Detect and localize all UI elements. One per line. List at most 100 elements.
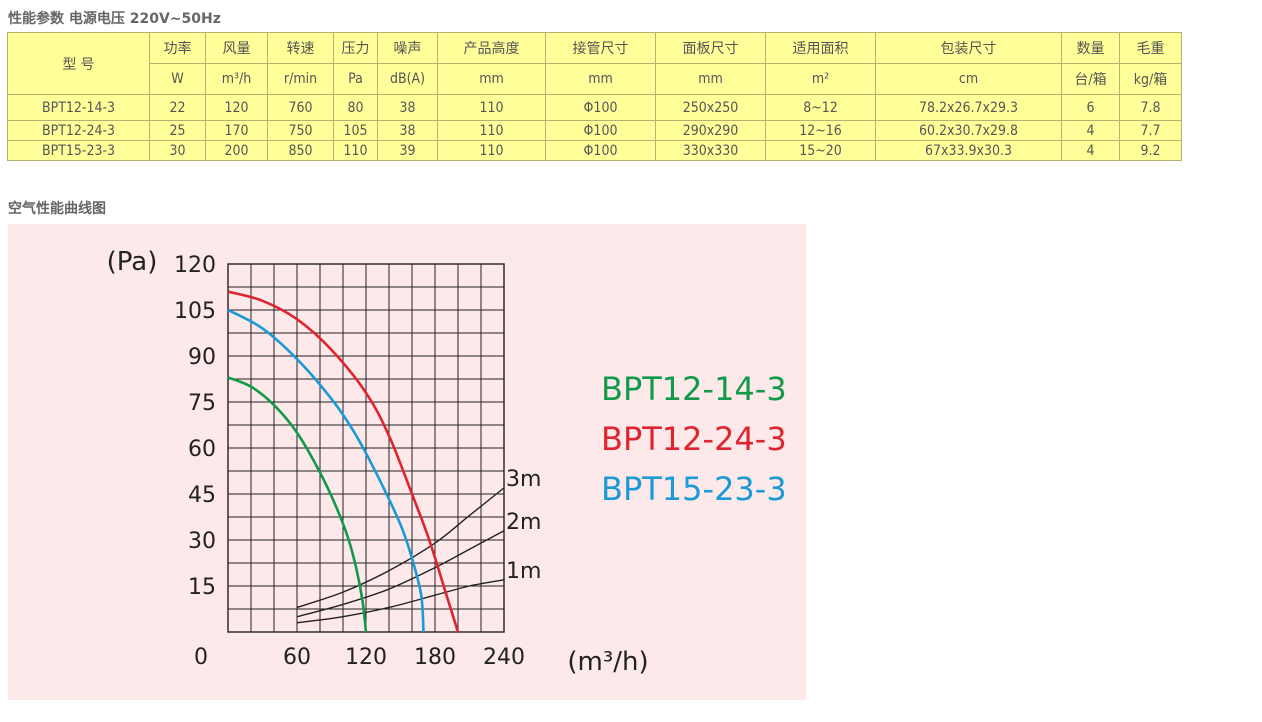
unit-cell: m³/h [205, 63, 268, 95]
header-panel-size: 面板尺寸 [655, 32, 766, 64]
unit-cell: mm [655, 63, 766, 95]
table-cell: 80 [333, 94, 378, 121]
header-duct-size: 接管尺寸 [545, 32, 656, 64]
table-cell: 330x330 [655, 140, 766, 161]
unit-cell: r/min [267, 63, 334, 95]
table-cell: 4 [1061, 120, 1120, 141]
duct-curve-1m [296, 579, 505, 624]
x-tick-label: 180 [414, 645, 456, 670]
header-area: 适用面积 [765, 32, 876, 64]
spec-table: 型 号 功率 风量 转速 压力 噪声 产品高度 接管尺寸 面板尺寸 适用面积 包… [7, 32, 1182, 161]
unit-cell: m² [765, 63, 876, 95]
header-pressure: 压力 [333, 32, 378, 64]
table-cell: 200 [205, 140, 268, 161]
unit-cell: mm [545, 63, 656, 95]
table-cell: 9.2 [1119, 140, 1182, 161]
duct-resistance-curves: 3m 2m 1m [296, 467, 541, 624]
fan-curves [227, 290, 460, 633]
model-cell: BPT12-24-3 [7, 120, 150, 141]
table-cell: 38 [377, 120, 438, 141]
table-cell: 110 [333, 140, 378, 161]
table-cell: 4 [1061, 140, 1120, 161]
x-axis-label: (m³/h) [567, 647, 648, 677]
header-power: 功率 [149, 32, 206, 64]
table-cell: 60.2x30.7x29.8 [875, 120, 1062, 141]
table-cell: 850 [267, 140, 334, 161]
table-cell: 105 [333, 120, 378, 141]
table-cell: Φ100 [545, 94, 656, 121]
table-cell: 15~20 [765, 140, 876, 161]
unit-cell: mm [437, 63, 546, 95]
series-line-BPT12-24-3 [227, 290, 460, 633]
series-line-BPT15-23-3 [227, 308, 425, 633]
table-cell: 6 [1061, 94, 1120, 121]
table-cell: 38 [377, 94, 438, 121]
duct-curve-2m [296, 530, 505, 618]
table-cell: Φ100 [545, 120, 656, 141]
table-cell: 170 [205, 120, 268, 141]
y-tick-labels: 120 105 90 75 60 45 30 15 [174, 253, 216, 600]
header-package-size: 包装尺寸 [875, 32, 1062, 64]
chart-legend: BPT12-14-3 BPT12-24-3 BPT15-23-3 [601, 370, 787, 508]
chart-grid [227, 263, 505, 633]
header-noise: 噪声 [377, 32, 438, 64]
table-cell: Φ100 [545, 140, 656, 161]
table-cell: 750 [267, 120, 334, 141]
header-speed: 转速 [267, 32, 334, 64]
spec-section-title: 性能参数 电源电压 220V~50Hz [8, 11, 221, 27]
y-tick-label: 45 [188, 483, 216, 508]
performance-chart: 3m 2m 1m 120 105 90 75 60 45 30 15 0 60 120 180 240 (… [107, 247, 787, 677]
model-cell: BPT15-23-3 [7, 140, 150, 161]
y-tick-label: 105 [174, 299, 216, 324]
unit-cell: 台/箱 [1061, 63, 1120, 95]
header-weight: 毛重 [1119, 32, 1182, 64]
duct-curve-label: 3m [506, 467, 541, 492]
table-cell: 22 [149, 94, 206, 121]
unit-cell: kg/箱 [1119, 63, 1182, 95]
unit-cell: dB(A) [377, 63, 438, 95]
table-cell: 30 [149, 140, 206, 161]
table-cell: 120 [205, 94, 268, 121]
table-cell: 78.2x26.7x29.3 [875, 94, 1062, 121]
table-cell: 8~12 [765, 94, 876, 121]
legend-entry: BPT15-23-3 [601, 470, 787, 508]
header-height: 产品高度 [437, 32, 546, 64]
table-cell: 39 [377, 140, 438, 161]
x-tick-label: 60 [283, 645, 311, 670]
y-tick-label: 90 [188, 345, 216, 370]
unit-cell: Pa [333, 63, 378, 95]
y-axis-label: (Pa) [107, 247, 158, 277]
unit-cell: cm [875, 63, 1062, 95]
table-row: BPT12-14-3 22 120 760 80 38 110 Φ100 250… [7, 94, 1182, 121]
model-cell: BPT12-14-3 [7, 94, 150, 121]
y-tick-label: 120 [174, 253, 216, 278]
table-cell: 290x290 [655, 120, 766, 141]
y-tick-label: 60 [188, 437, 216, 462]
table-row: BPT12-24-3 25 170 750 105 38 110 Φ100 29… [7, 120, 1182, 141]
duct-curve-label: 2m [506, 510, 541, 535]
model-header: 型 号 [7, 32, 150, 95]
table-cell: 110 [437, 94, 546, 121]
x-tick-label: 0 [194, 645, 208, 670]
table-cell: 110 [437, 140, 546, 161]
legend-entry: BPT12-24-3 [601, 420, 787, 458]
header-quantity: 数量 [1061, 32, 1120, 64]
x-tick-label: 120 [345, 645, 387, 670]
table-unit-row: W m³/h r/min Pa dB(A) mm mm mm m² cm 台/箱… [8, 63, 1182, 95]
y-tick-label: 15 [188, 575, 216, 600]
table-cell: 67x33.9x30.3 [875, 140, 1062, 161]
series-line-BPT12-14-3 [227, 376, 368, 633]
table-cell: 12~16 [765, 120, 876, 141]
table-cell: 250x250 [655, 94, 766, 121]
table-row: BPT15-23-3 30 200 850 110 39 110 Φ100 33… [7, 140, 1182, 161]
table-cell: 760 [267, 94, 334, 121]
header-airflow: 风量 [205, 32, 268, 64]
unit-cell: W [149, 63, 206, 95]
table-cell: 7.7 [1119, 120, 1182, 141]
performance-chart-panel: 3m 2m 1m 120 105 90 75 60 45 30 15 0 60 120 180 240 (… [8, 224, 806, 700]
table-cell: 110 [437, 120, 546, 141]
legend-entry: BPT12-14-3 [601, 370, 787, 408]
y-tick-label: 30 [188, 529, 216, 554]
table-cell: 25 [149, 120, 206, 141]
curve-section-title: 空气性能曲线图 [8, 201, 106, 217]
